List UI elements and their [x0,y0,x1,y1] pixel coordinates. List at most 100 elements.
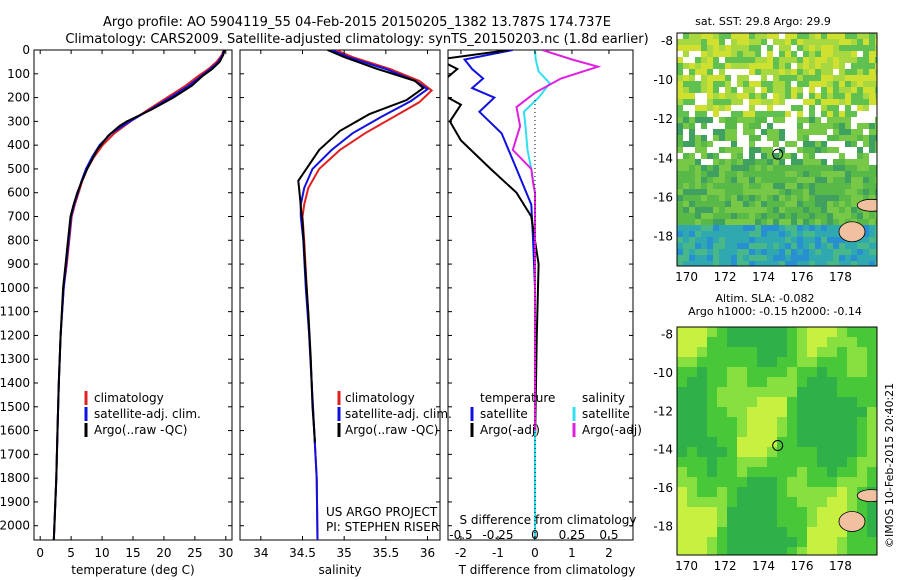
legend-title-salinity: salinity [582,391,625,405]
sst-map-cell [827,171,833,177]
sst-map-cell [761,93,767,99]
sst-map-cell [809,177,815,183]
sst-map-cell [749,153,755,159]
sst-map-cell [689,39,695,45]
sla-map-cell [797,357,807,367]
sst-map-cell [731,99,737,105]
sst-map-cell [737,81,743,87]
sst-map-cell [707,93,713,99]
sla-map-cell [847,437,857,447]
sla-map-cell [767,417,777,427]
sst-map-cell [791,255,797,261]
sst-map-cell [845,249,851,255]
sst-map-cell [713,123,719,129]
sst-map-cell [863,117,869,123]
sla-map-cell [787,427,797,437]
sst-map-cell [719,249,725,255]
sst-map-cell [761,75,767,81]
sla-map-cell [827,417,837,427]
sst-map-cell [767,105,773,111]
sst-map-cell [863,87,869,93]
sst-map-cell [785,63,791,69]
sst-map-cell [779,237,785,243]
sla-map-heatmap [677,327,877,555]
sst-map-cell [809,213,815,219]
sla-map-cell [747,447,757,457]
sst-map-cell [857,207,863,213]
sst-map-cell [815,213,821,219]
sst-map-cell [731,69,737,75]
sst-map-cell [677,99,683,105]
sst-map-cell [725,165,731,171]
sst-map-cell [815,51,821,57]
sst-map-cell [809,87,815,93]
sst-map-cell [833,123,839,129]
sst-map-cell [809,111,815,117]
sst-map-cell [731,39,737,45]
sla-map-cell [677,407,687,417]
sla-map-cell [677,507,687,517]
sst-map-cell [845,213,851,219]
sst-map-cell [743,57,749,63]
sst-map-cell [839,93,845,99]
difference-xlabel: T difference from climatology [458,563,636,577]
sla-map-cell [727,367,737,377]
sst-map-cell [767,129,773,135]
sla-map-cell [767,457,777,467]
difference-top-tick-label: -0.25 [482,528,513,542]
sla-map-cell [707,427,717,437]
sst-map-cell [791,147,797,153]
sla-map-cell [857,377,867,387]
sst-map-cell [845,141,851,147]
sst-map-cell [701,171,707,177]
sla-map-cell [737,467,747,477]
sst-map-cell [875,123,877,129]
sst-map-cell [875,171,877,177]
sst-map-cell [725,219,731,225]
sst-map-cell [737,141,743,147]
sst-map-cell [731,123,737,129]
sst-map-cell [827,219,833,225]
sst-map-cell [707,105,713,111]
sla-map-cell [757,337,767,347]
sst-map-cell [731,63,737,69]
sla-map-cell [677,527,687,537]
sst-map-cell [809,93,815,99]
sst-map-cell [743,183,749,189]
sst-map-cell [785,81,791,87]
sst-map-cell [779,117,785,123]
sst-map-cell [863,45,869,51]
sst-map-cell [833,75,839,81]
sla-map-cell [727,547,737,555]
sla-map-cell [717,337,727,347]
sst-map-cell [707,75,713,81]
sst-map-cell [761,177,767,183]
sla-map-cell [807,477,817,487]
sla-lat-label: -16 [653,481,673,495]
legend-label-sal-argo: Argo(-adj) [582,423,642,437]
sst-map-cell [857,93,863,99]
sst-map-cell [677,45,683,51]
sst-map-cell [701,33,707,39]
sst-map-cell [875,129,877,135]
sst-map-cell [701,255,707,261]
sst-map-cell [779,147,785,153]
sst-map-cell [857,57,863,63]
sst-map-cell [677,75,683,81]
sla-lat-label: -12 [653,404,673,418]
sla-map-cell [797,447,807,457]
sst-map-cell [779,249,785,255]
sla-map-cell [817,387,827,397]
sst-map-cell [869,213,875,219]
sla-map-cell [737,537,747,547]
sst-map-cell [851,255,857,261]
sst-map-cell [725,57,731,63]
sst-map-cell [809,51,815,57]
sst-map-cell [731,117,737,123]
sst-map-cell [731,75,737,81]
sla-map-cell [757,497,767,507]
sla-map-cell [767,537,777,547]
sst-map-cell [707,189,713,195]
sst-map-cell [773,123,779,129]
sst-map-cell [767,249,773,255]
